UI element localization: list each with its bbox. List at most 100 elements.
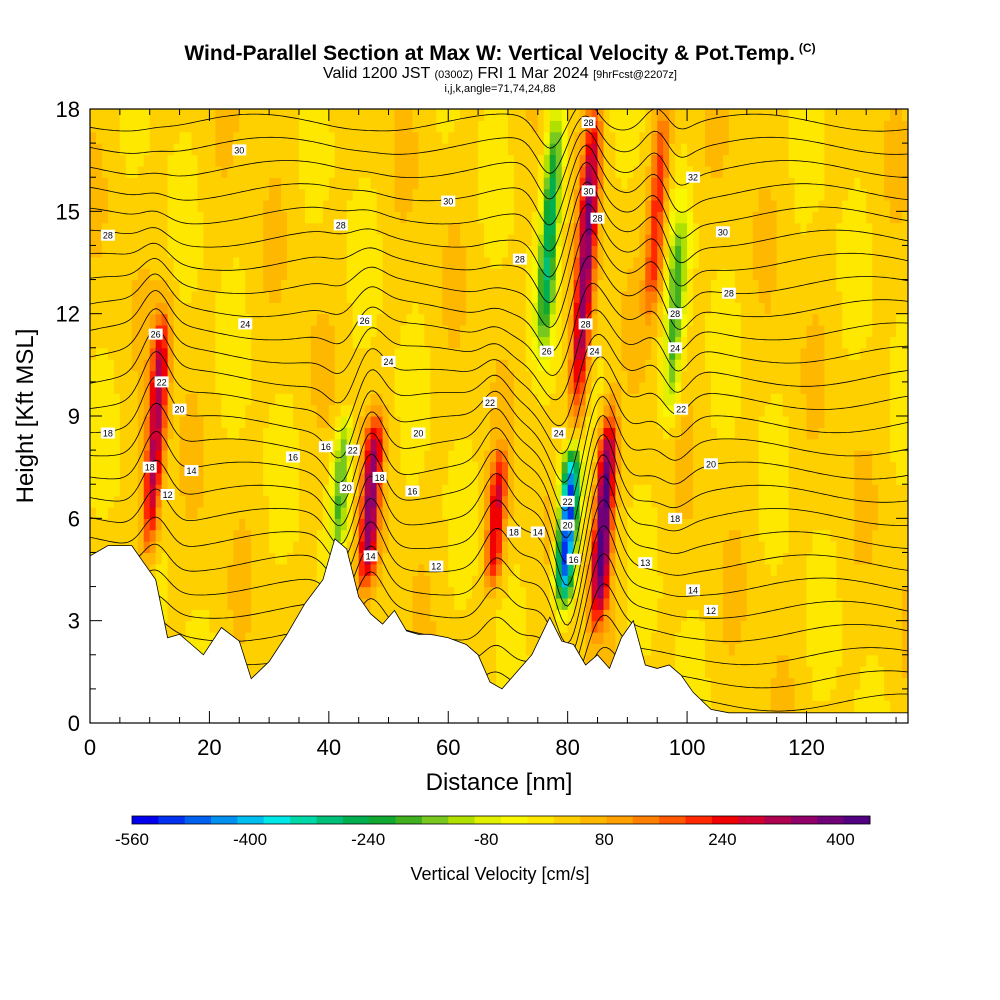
velocity-cell — [293, 211, 300, 224]
velocity-cell — [287, 393, 294, 406]
velocity-cell — [209, 575, 216, 588]
velocity-cell — [227, 313, 234, 326]
velocity-cell — [454, 211, 461, 224]
velocity-cell — [113, 143, 121, 156]
velocity-cell — [597, 506, 605, 519]
velocity-cell — [585, 529, 593, 542]
velocity-cell — [525, 325, 533, 338]
velocity-cell — [340, 143, 348, 156]
velocity-cell — [591, 427, 599, 440]
velocity-cell — [107, 484, 115, 497]
velocity-cell — [561, 325, 569, 338]
velocity-cell — [507, 643, 515, 656]
velocity-cell — [298, 575, 306, 588]
velocity-cell — [245, 279, 252, 292]
velocity-cell — [597, 268, 605, 281]
velocity-cell — [406, 586, 414, 599]
velocity-cell — [203, 325, 211, 338]
velocity-cell — [549, 109, 557, 121]
velocity-cell — [382, 279, 390, 292]
velocity-cell — [454, 438, 461, 451]
velocity-cell — [591, 222, 599, 235]
velocity-cell — [107, 177, 115, 190]
velocity-cell — [507, 438, 515, 451]
velocity-cell — [119, 325, 127, 338]
velocity-cell — [490, 438, 497, 451]
velocity-cell — [287, 381, 294, 394]
velocity-cell — [388, 427, 396, 440]
velocity-cell — [519, 620, 527, 633]
velocity-cell — [298, 131, 306, 144]
velocity-cell — [257, 245, 264, 258]
velocity-cell — [197, 472, 205, 485]
velocity-cell — [113, 131, 121, 144]
velocity-cell — [501, 256, 509, 269]
velocity-cell — [507, 279, 515, 292]
velocity-cell — [382, 268, 390, 281]
velocity-cell — [436, 597, 443, 610]
velocity-cell — [472, 563, 479, 576]
velocity-cell — [113, 404, 121, 417]
velocity-cell — [454, 461, 461, 474]
velocity-cell — [179, 472, 187, 485]
velocity-cell — [525, 131, 533, 144]
velocity-cell — [275, 597, 282, 610]
velocity-cell — [609, 461, 617, 474]
velocity-cell — [525, 563, 533, 576]
velocity-cell — [418, 472, 425, 485]
velocity-cell — [173, 597, 181, 610]
velocity-cell — [436, 256, 443, 269]
velocity-cell — [597, 620, 605, 633]
velocity-cell — [293, 268, 300, 281]
velocity-cell — [585, 177, 593, 190]
velocity-cell — [293, 290, 300, 303]
velocity-cell — [513, 245, 521, 258]
velocity-cell — [525, 109, 533, 121]
velocity-cell — [418, 131, 425, 144]
velocity-cell — [346, 552, 354, 565]
velocity-cell — [245, 177, 252, 190]
velocity-cell — [245, 461, 252, 474]
velocity-cell — [137, 199, 145, 212]
velocity-cell — [537, 541, 545, 554]
velocity-cell — [388, 518, 396, 531]
velocity-cell — [376, 461, 384, 474]
velocity-cell — [298, 325, 306, 338]
velocity-cell — [621, 529, 628, 542]
velocity-cell — [239, 381, 246, 394]
velocity-cell — [161, 325, 169, 338]
velocity-cell — [370, 518, 378, 531]
velocity-cell — [531, 393, 539, 406]
velocity-cell — [179, 131, 187, 144]
velocity-cell — [424, 552, 431, 565]
velocity-cell — [388, 336, 396, 349]
velocity-cell — [496, 484, 503, 497]
velocity-cell — [149, 529, 157, 542]
velocity-cell — [376, 404, 384, 417]
velocity-cell — [197, 234, 205, 247]
velocity-cell — [340, 256, 348, 269]
velocity-cell — [543, 143, 551, 156]
velocity-cell — [269, 552, 276, 565]
velocity-cell — [507, 199, 515, 212]
velocity-cell — [155, 290, 163, 303]
velocity-cell — [388, 450, 396, 463]
velocity-cell — [257, 597, 264, 610]
velocity-cell — [460, 336, 467, 349]
velocity-cell — [639, 632, 646, 645]
velocity-cell — [543, 427, 551, 440]
velocity-cell — [472, 336, 479, 349]
velocity-cell — [579, 268, 587, 281]
velocity-cell — [382, 165, 390, 178]
velocity-cell — [322, 347, 330, 360]
velocity-cell — [430, 313, 437, 326]
velocity-cell — [400, 222, 408, 235]
velocity-cell — [209, 234, 216, 247]
velocity-cell — [382, 290, 390, 303]
copyright-mark: (C) — [798, 41, 816, 55]
velocity-cell — [107, 268, 115, 281]
velocity-cell — [412, 154, 419, 167]
velocity-cell — [275, 506, 282, 519]
velocity-cell — [251, 120, 258, 133]
velocity-cell — [376, 188, 384, 201]
